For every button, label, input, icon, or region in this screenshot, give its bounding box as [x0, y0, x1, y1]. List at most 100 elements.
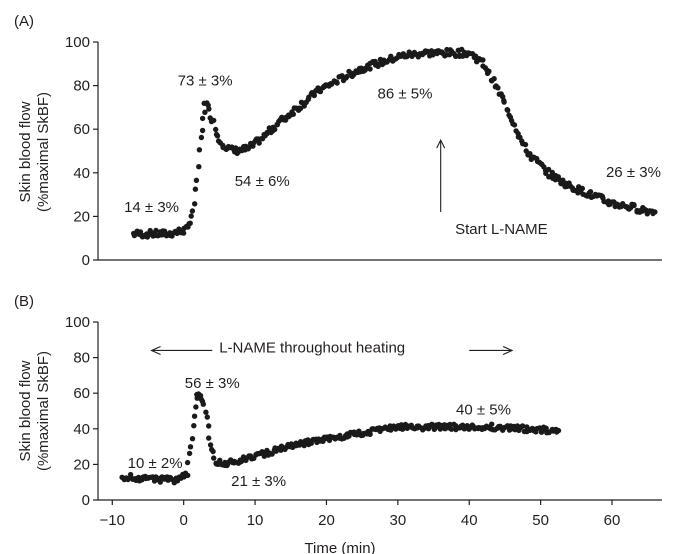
panel-a-y-tick-label: 20: [73, 208, 90, 225]
panel-b-data-point: [356, 428, 362, 434]
panel-b-data-point: [367, 431, 373, 437]
panel-a-data-point: [272, 126, 278, 133]
panel-b-y-tick-label: 0: [82, 492, 90, 509]
panel-a-data-point: [196, 147, 203, 153]
panel-b-data-point: [206, 435, 212, 441]
panel-a-data-point: [511, 122, 518, 128]
panel-a-y-tick-label: 100: [65, 34, 90, 51]
panel-b-y-axis-title-line2: (%maximal SkBF): [35, 351, 52, 471]
panel-a-data-point: [153, 227, 159, 234]
panel-a-data-point: [161, 228, 168, 234]
panel-b-data-point: [269, 451, 275, 457]
panel-a-data-point: [522, 141, 529, 148]
panel-b-y-tick-label: 100: [65, 314, 90, 331]
panel-b-data-point: [204, 414, 210, 420]
panel-b-x-tick-label: 60: [604, 512, 621, 529]
panel-a-data-point: [579, 185, 585, 192]
panel-a-annotation: Start L-NAME: [455, 221, 548, 238]
panel-b-data-point: [555, 427, 562, 434]
panel-b-y-tick-label: 60: [73, 385, 90, 402]
panel-b-data-point: [238, 458, 245, 464]
panel-b-annotation: 40 ± 5%: [456, 402, 511, 419]
panel-a-y-axis-title-line1: Skin blood flow: [17, 101, 34, 202]
panel-b-data-point: [519, 423, 526, 429]
x-axis-title: Time (min): [304, 540, 375, 554]
panel-b-y-tick-label: 40: [73, 421, 90, 438]
panel-a-y-tick-label: 40: [73, 165, 90, 182]
panel-b-data-point: [489, 421, 495, 427]
panel-a-data-point: [137, 229, 144, 235]
panel-a-data-point: [344, 73, 350, 80]
panel-b-annotation: 10 ± 2%: [128, 455, 183, 472]
panel-b-data-point: [187, 444, 194, 450]
panel-b-x-tick-label: 30: [390, 512, 407, 529]
panel-b: (B) Skin blood flow (%maximal SkBF) 0 20 4…: [14, 293, 662, 554]
panel-a-data-point: [311, 92, 317, 99]
panel-b-x-tick-label: 10: [247, 512, 264, 529]
panel-a-annotations: 14 ± 3% 73 ± 3% 54 ± 6% 86 ± 5% 26 ± 3% Start…: [124, 73, 661, 238]
panel-a-data-point: [211, 117, 217, 124]
panel-a-data-point: [367, 66, 373, 72]
panel-b-x-tick-label: 20: [318, 512, 335, 529]
panel-a-label: (A): [14, 13, 34, 30]
panel-b-data-point: [191, 413, 198, 419]
panel-b-annotation: 56 ± 3%: [185, 375, 240, 392]
panel-b-annotation: L-NAME throughout heating: [219, 339, 405, 356]
panel-a-data-point: [495, 85, 501, 91]
panel-a-y-tick-label: 80: [73, 78, 90, 95]
panel-a-annotation: 86 ± 5%: [378, 86, 433, 103]
panel-a-data-point: [213, 126, 219, 133]
panel-b-y-axis-title: Skin blood flow (%maximal SkBF): [17, 351, 52, 471]
panel-b-left-arrow-head: [150, 345, 161, 355]
panel-b-x-tick-label: −10: [100, 512, 125, 529]
panel-a-data-point: [587, 189, 594, 195]
panel-b-data-point: [429, 421, 435, 427]
panel-b-data-point: [206, 423, 212, 429]
panel-b-data-point: [543, 425, 549, 431]
panel-b-label: (B): [14, 293, 34, 310]
panel-b-x-tick-label: 40: [461, 512, 478, 529]
panel-b-data-point: [186, 450, 193, 457]
panel-b-data-point: [184, 459, 191, 466]
panel-b-annotations: L-NAME throughout heating 56 ± 3% 10 ± 2% 2…: [128, 339, 514, 490]
panel-b-data-point: [447, 421, 453, 428]
panel-a-data-points: [131, 46, 658, 240]
panel-a-annotation: 73 ± 3%: [178, 73, 233, 90]
panel-b-x-tick-label: 0: [179, 512, 187, 529]
panel-a-annotation: 54 ± 6%: [235, 173, 290, 190]
panel-b-y-tick-label: 80: [73, 350, 90, 367]
panel-a-annotation: 14 ± 3%: [124, 199, 179, 216]
panel-a-data-point: [505, 107, 511, 113]
panel-a-data-point: [199, 127, 206, 134]
panel-a-data-point: [196, 164, 202, 170]
panel-a-axes: 0 20 40 60 80 100: [65, 34, 662, 269]
panel-a-data-point: [631, 202, 637, 209]
panel-a-data-point: [486, 68, 492, 75]
panel-a-data-point: [198, 134, 205, 141]
panel-b-data-point: [210, 448, 216, 455]
panel-b-data-point: [448, 426, 455, 432]
panel-b-data-point: [200, 401, 206, 407]
panel-a-data-point: [187, 220, 193, 226]
panel-b-data-point: [157, 479, 163, 485]
panel-b-data-point: [185, 472, 191, 479]
panel-a: (A) Skin blood flow (%maximal SkBF) 0 20 4…: [14, 13, 662, 269]
panel-a-data-point: [652, 209, 658, 215]
panel-a-y-tick-label: 0: [82, 252, 90, 269]
panel-a-data-point: [193, 177, 200, 183]
panel-a-y-axis-title: Skin blood flow (%maximal SkBF): [17, 92, 52, 212]
panel-a-lname-arrow-head: [436, 138, 446, 149]
panel-b-annotation: 21 ± 3%: [231, 473, 286, 490]
panel-a-data-point: [199, 115, 206, 122]
panel-b-y-axis-title-line1: Skin blood flow: [17, 360, 34, 461]
panel-b-right-arrow-head: [502, 345, 514, 355]
panel-a-data-point: [453, 53, 459, 59]
panel-a-data-point: [334, 80, 340, 86]
panel-a-data-point: [317, 88, 324, 95]
panel-b-data-point: [203, 409, 209, 415]
panel-a-data-point: [206, 106, 212, 112]
panel-a-annotation: 26 ± 3%: [606, 164, 661, 181]
panel-b-data-points: [119, 391, 562, 486]
panel-a-data-point: [189, 208, 196, 214]
